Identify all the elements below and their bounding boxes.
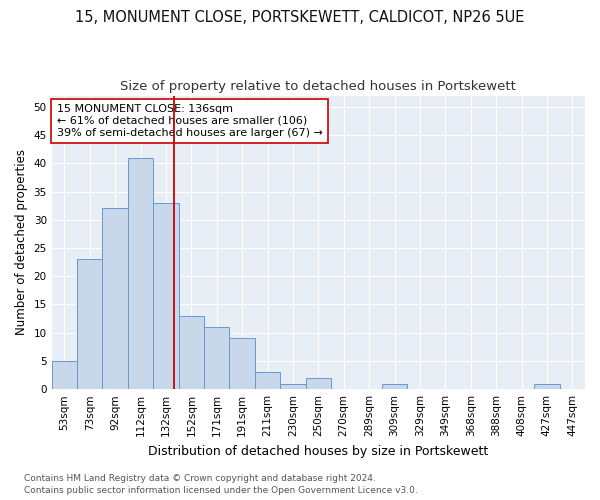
Bar [534,384,560,389]
Text: 15 MONUMENT CLOSE: 136sqm
← 61% of detached houses are smaller (106)
39% of semi: 15 MONUMENT CLOSE: 136sqm ← 61% of detac… [57,104,323,138]
Bar [280,384,305,389]
Bar [153,203,179,389]
Bar [179,316,204,389]
Text: 15, MONUMENT CLOSE, PORTSKEWETT, CALDICOT, NP26 5UE: 15, MONUMENT CLOSE, PORTSKEWETT, CALDICO… [76,10,524,25]
Bar [77,260,103,389]
Bar [255,372,280,389]
X-axis label: Distribution of detached houses by size in Portskewett: Distribution of detached houses by size … [148,444,488,458]
Bar [103,208,128,389]
Title: Size of property relative to detached houses in Portskewett: Size of property relative to detached ho… [121,80,516,93]
Bar [229,338,255,389]
Bar [305,378,331,389]
Bar [52,361,77,389]
Text: Contains HM Land Registry data © Crown copyright and database right 2024.
Contai: Contains HM Land Registry data © Crown c… [24,474,418,495]
Bar [128,158,153,389]
Bar [204,327,229,389]
Y-axis label: Number of detached properties: Number of detached properties [15,150,28,336]
Bar [382,384,407,389]
